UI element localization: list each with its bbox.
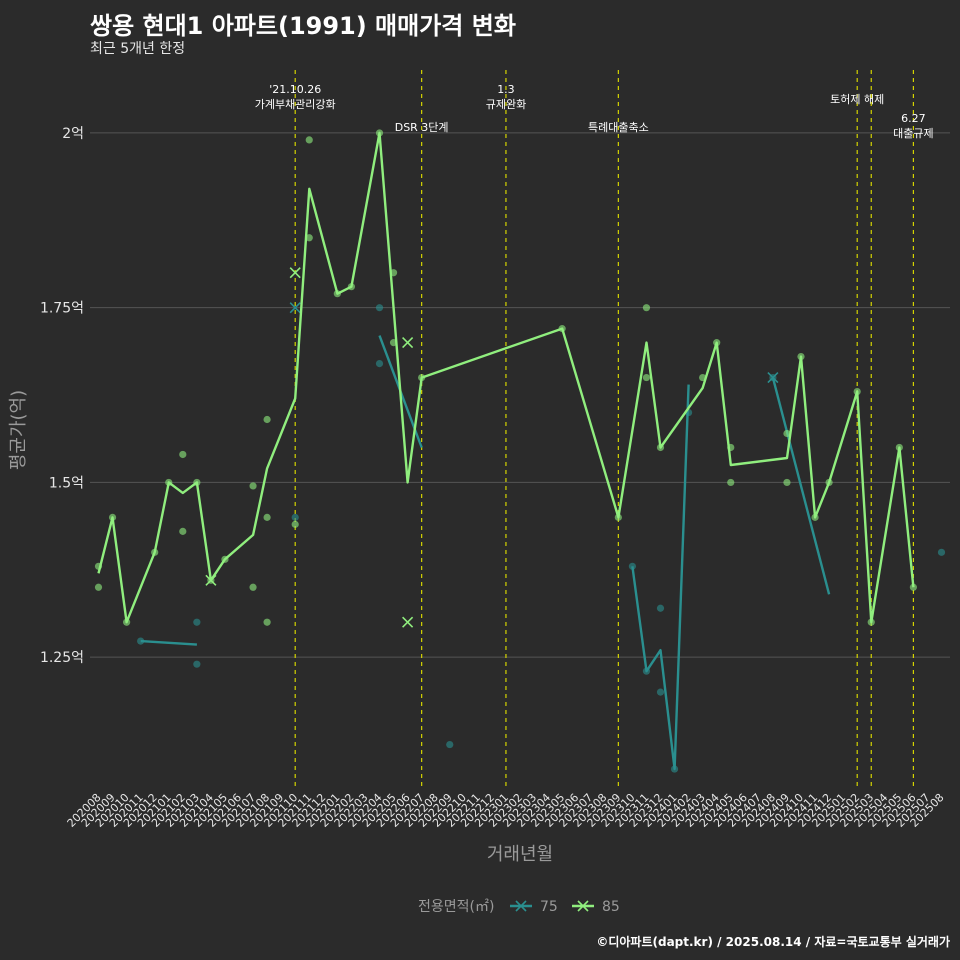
- event-label: 6.27: [901, 112, 926, 125]
- series-line: [771, 377, 831, 595]
- legend-label: 85: [602, 899, 620, 915]
- series-line: [140, 639, 197, 646]
- data-point: [446, 740, 454, 749]
- data-point: [263, 415, 271, 424]
- chart-title: 쌍용 현대1 아파트(1991) 매매가격 변화: [90, 12, 516, 40]
- x-axis-title: 거래년월: [487, 844, 553, 865]
- cross-marker: [402, 616, 414, 628]
- legend-title: 전용면적(㎡): [418, 899, 494, 915]
- data-point: [179, 450, 187, 459]
- event-label: 1.3: [497, 83, 515, 96]
- data-point: [249, 583, 257, 591]
- event-label: 특례대출축소: [588, 121, 649, 134]
- y-tick-label: 1.75억: [40, 301, 84, 317]
- y-tick-label: 1.5억: [49, 475, 84, 491]
- legend-label: 75: [540, 899, 558, 915]
- data-point: [305, 234, 313, 242]
- data-point: [249, 482, 257, 490]
- legend-swatch-marker: [515, 900, 527, 912]
- data-point: [642, 373, 651, 382]
- event-label: 가계부채관리강화: [255, 98, 336, 111]
- series-line: [631, 384, 690, 771]
- data-point: [656, 604, 665, 612]
- cross-marker: [402, 337, 414, 349]
- data-point: [193, 618, 201, 626]
- legend-swatch-marker: [577, 900, 589, 912]
- event-label: '21.10.26: [269, 83, 321, 96]
- cross-marker: [767, 372, 779, 384]
- data-point: [937, 548, 946, 556]
- data-point: [94, 583, 103, 591]
- data-point: [656, 688, 665, 696]
- data-point: [291, 513, 299, 521]
- chart-subtitle: 최근 5개년 한정: [90, 41, 186, 57]
- data-point: [727, 478, 735, 487]
- data-point: [179, 527, 187, 535]
- y-axis-title: 평균가(억): [8, 390, 29, 470]
- series-line: [97, 131, 915, 624]
- source-caption: ©디아파트(dapt.kr) / 2025.08.14 / 자료=국토교통부 실…: [596, 935, 950, 949]
- data-point: [642, 304, 651, 312]
- event-label: 규제완화: [486, 98, 526, 111]
- data-point: [291, 520, 299, 528]
- data-point: [375, 359, 384, 368]
- data-point: [263, 618, 271, 626]
- cross-marker: [205, 574, 217, 586]
- data-point: [375, 304, 384, 312]
- y-tick-label: 2억: [62, 126, 84, 142]
- event-label: 대출규제: [893, 127, 933, 140]
- data-point: [193, 660, 201, 668]
- y-tick-label: 1.25억: [40, 650, 84, 666]
- data-point: [263, 513, 271, 521]
- data-point: [783, 478, 791, 487]
- event-label: DSR 3단계: [395, 121, 449, 134]
- cross-marker: [289, 267, 301, 279]
- cross-marker: [289, 302, 301, 314]
- data-point: [305, 136, 313, 144]
- data-point: [137, 637, 145, 645]
- data-point: [783, 429, 791, 438]
- event-label: 토허제 해제: [830, 92, 884, 106]
